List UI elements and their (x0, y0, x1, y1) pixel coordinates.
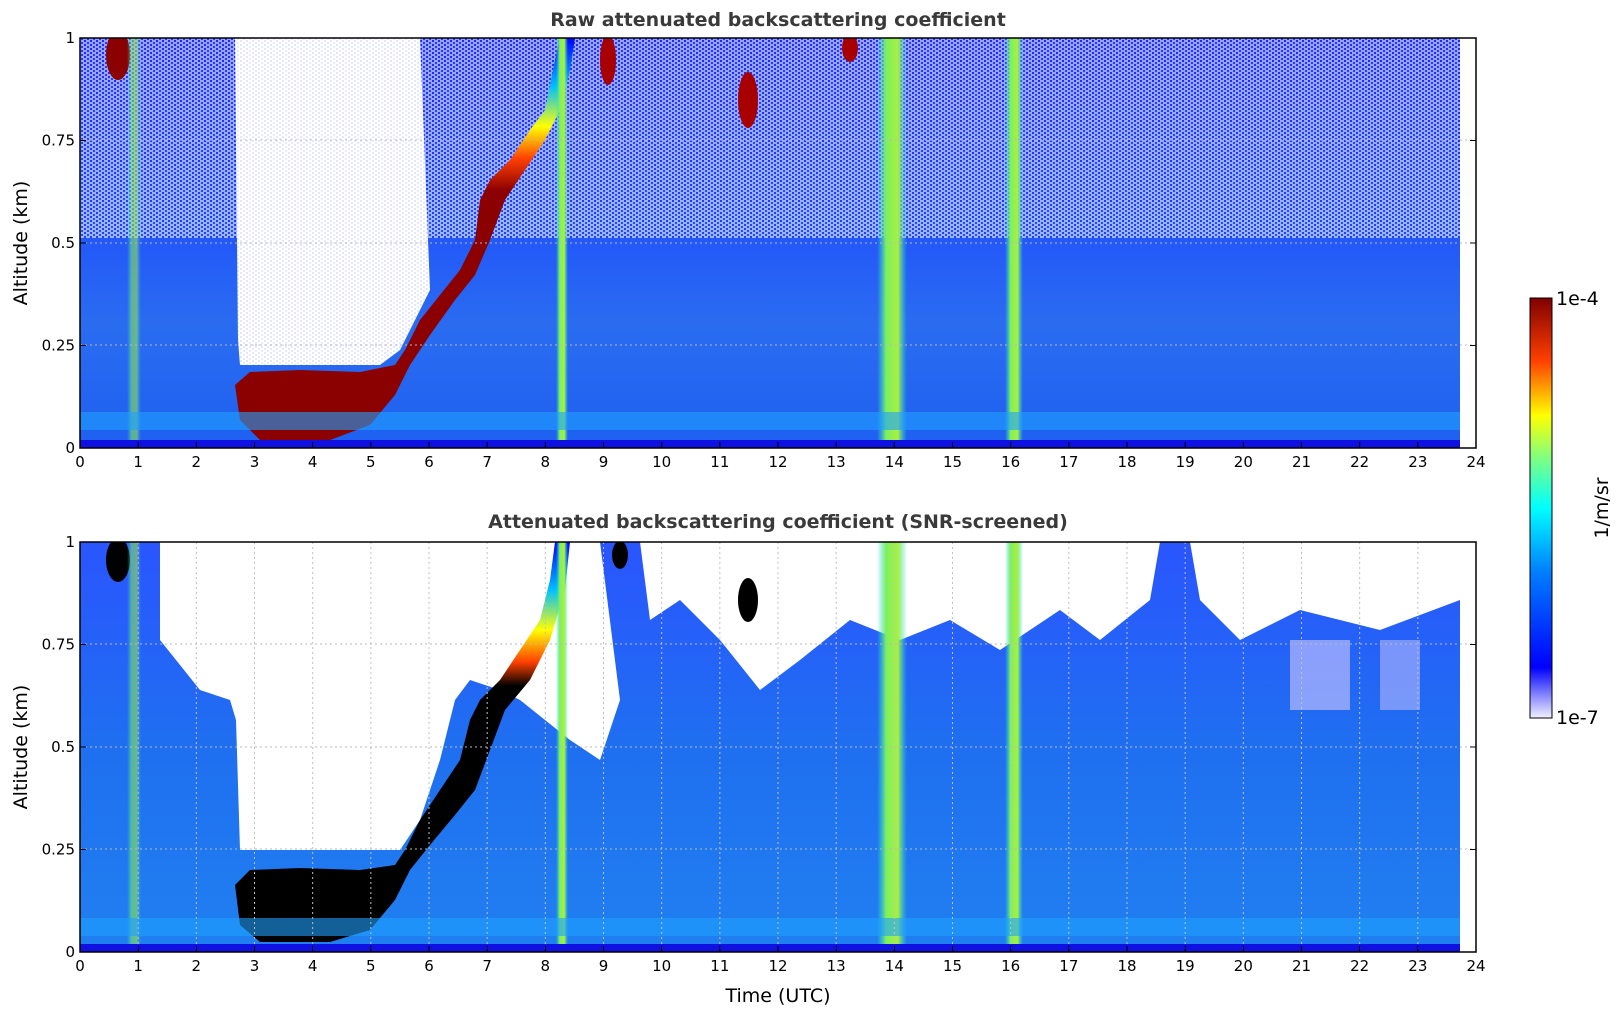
y-tick-label: 0.75 (42, 636, 75, 654)
x-tick-label: 20 (1234, 957, 1253, 975)
grid-screened (80, 542, 1476, 952)
y-tick-label: 0.75 (42, 132, 75, 150)
x-tick-label: 3 (250, 957, 260, 975)
x-tick-label: 18 (1117, 453, 1136, 471)
x-tick-label: 11 (710, 453, 729, 471)
x-tick-label: 9 (599, 957, 609, 975)
x-tick-label: 24 (1466, 957, 1485, 975)
y-axis-raw: 0 0.25 0.5 0.75 1 (42, 29, 1476, 457)
y-tick-label: 0 (65, 943, 75, 961)
colorbar: 1e-4 1e-7 1/m/sr (1529, 288, 1613, 729)
x-tick-label: 17 (1059, 453, 1078, 471)
panel-2-title: Attenuated backscattering coefficient (S… (488, 511, 1068, 533)
x-tick-label: 11 (710, 957, 729, 975)
x-tick-label: 9 (599, 453, 609, 471)
y-tick-label: 0 (65, 439, 75, 457)
x-tick-label: 13 (827, 957, 846, 975)
x-tick-label: 3 (250, 453, 260, 471)
x-tick-label: 20 (1234, 453, 1253, 471)
x-tick-label: 15 (943, 957, 962, 975)
x-tick-label: 15 (943, 453, 962, 471)
x-tick-label: 21 (1292, 453, 1311, 471)
x-tick-label: 4 (308, 453, 318, 471)
x-tick-label: 12 (768, 957, 787, 975)
heatmap-screened (80, 542, 1476, 952)
ylabel-screened: Altitude (km) (10, 685, 32, 810)
panel-raw: Raw attenuated backscattering coefficien… (10, 9, 1486, 471)
x-tick-label: 1 (133, 957, 143, 975)
x-tick-label: 8 (541, 957, 551, 975)
x-tick-label: 0 (75, 453, 85, 471)
x-tick-label: 12 (768, 453, 787, 471)
x-tick-label: 1 (133, 453, 143, 471)
panel-screened: Attenuated backscattering coefficient (S… (10, 511, 1486, 1007)
x-tick-label: 13 (827, 453, 846, 471)
panel-1-title: Raw attenuated backscattering coefficien… (550, 9, 1006, 31)
x-tick-label: 22 (1350, 957, 1369, 975)
y-tick-label: 0.25 (42, 337, 75, 355)
x-tick-label: 2 (192, 453, 202, 471)
colorbar-min-label: 1e-7 (1556, 707, 1599, 729)
y-tick-label: 1 (65, 29, 75, 47)
x-tick-label: 23 (1408, 453, 1427, 471)
x-tick-label: 4 (308, 957, 318, 975)
heatmap-raw (80, 38, 1476, 448)
colorbar-unit-label: 1/m/sr (1591, 477, 1613, 538)
y-axis-screened: 0 0.25 0.5 0.75 1 (42, 533, 1476, 961)
y-tick-label: 1 (65, 533, 75, 551)
x-tick-label: 22 (1350, 453, 1369, 471)
x-tick-label: 10 (652, 453, 671, 471)
x-tick-label: 0 (75, 957, 85, 975)
x-tick-label: 21 (1292, 957, 1311, 975)
x-tick-label: 6 (424, 453, 434, 471)
x-tick-label: 2 (192, 957, 202, 975)
x-axis-raw: 0 1 2 3 4 5 6 7 8 9 10 11 12 13 14 15 16 17 18 19 20 21 22 23 24 (75, 442, 1486, 471)
xlabel-screened: Time (UTC) (724, 985, 830, 1007)
x-tick-label: 10 (652, 957, 671, 975)
y-tick-label: 0.5 (51, 738, 75, 756)
x-tick-label: 18 (1117, 957, 1136, 975)
x-tick-label: 24 (1466, 453, 1485, 471)
x-tick-label: 7 (482, 957, 492, 975)
x-tick-label: 14 (885, 453, 904, 471)
x-tick-label: 17 (1059, 957, 1078, 975)
x-tick-label: 5 (366, 453, 376, 471)
x-tick-label: 7 (482, 453, 492, 471)
x-tick-label: 6 (424, 957, 434, 975)
x-tick-label: 8 (541, 453, 551, 471)
ylabel-raw: Altitude (km) (10, 181, 32, 306)
x-tick-label: 19 (1176, 453, 1195, 471)
y-tick-label: 0.5 (51, 234, 75, 252)
x-tick-label: 16 (1001, 957, 1020, 975)
y-tick-label: 0.25 (42, 841, 75, 859)
x-tick-label: 5 (366, 957, 376, 975)
x-tick-label: 19 (1176, 957, 1195, 975)
x-axis-screened: 0 1 2 3 4 5 6 7 8 9 10 11 12 13 14 15 16 17 18 19 20 21 22 23 24 (75, 946, 1486, 975)
x-tick-label: 14 (885, 957, 904, 975)
colorbar-gradient (1529, 297, 1553, 719)
colorbar-max-label: 1e-4 (1556, 288, 1599, 310)
x-tick-label: 23 (1408, 957, 1427, 975)
x-tick-label: 16 (1001, 453, 1020, 471)
